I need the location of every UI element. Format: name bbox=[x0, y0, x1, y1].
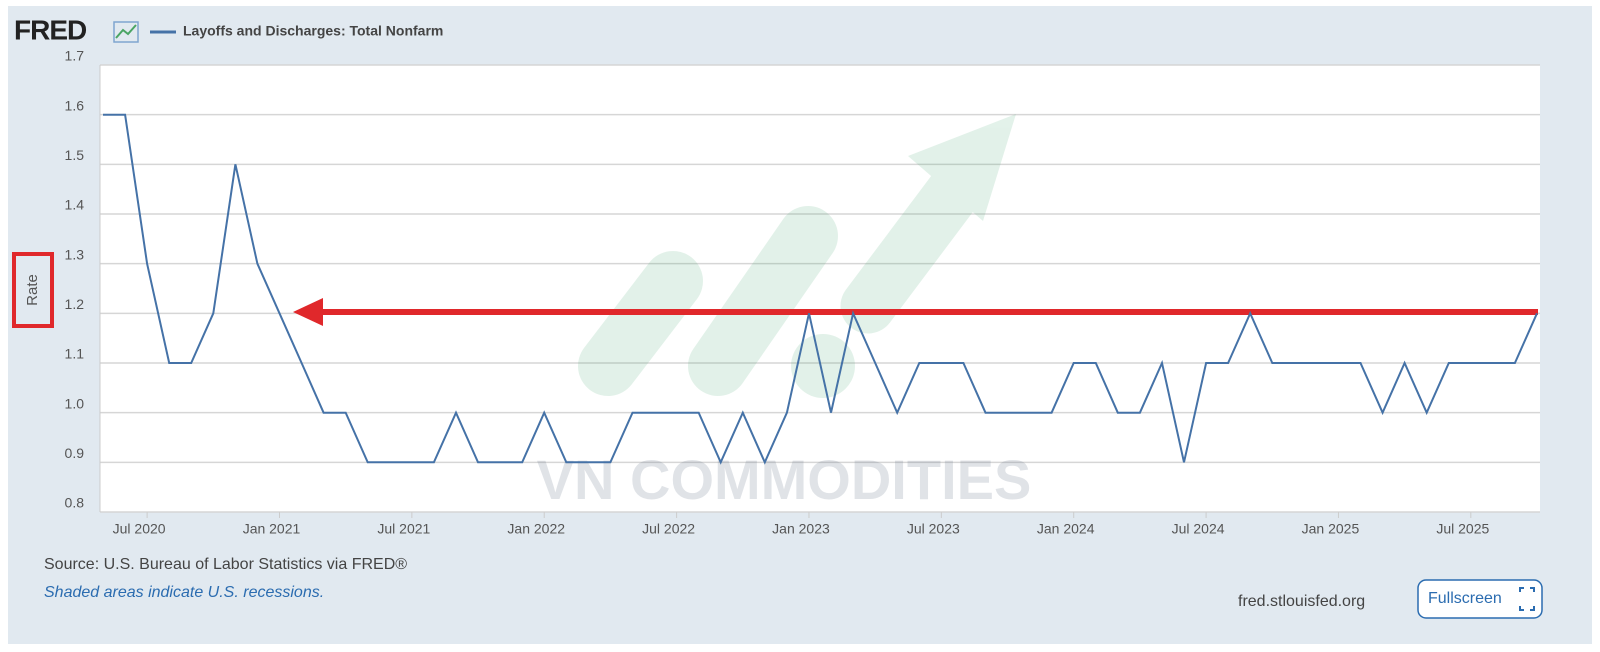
note: Shaded areas indicate U.S. recessions. bbox=[44, 584, 324, 601]
x-tick-label: Jan 2021 bbox=[243, 521, 301, 537]
icon-frame bbox=[113, 21, 139, 43]
y-tick-label: 1.6 bbox=[65, 97, 85, 113]
watermark-dot bbox=[791, 334, 855, 398]
chart: VN COMMODITIES 0.8 0.9 1.0 1.1 1.2 1.3 1.4 1.5 1… bbox=[12, 14, 1543, 619]
x-tick-label: Jan 2024 bbox=[1037, 521, 1095, 537]
series-line bbox=[103, 113, 1538, 465]
site: fred.stlouisfed.org bbox=[1238, 593, 1365, 610]
watermark-logo bbox=[578, 114, 1016, 398]
x-tick-label: Jul 2020 bbox=[113, 521, 166, 537]
y-tick-label: 0.8 bbox=[65, 495, 85, 511]
y-tick-label: 0.9 bbox=[65, 445, 85, 461]
y-tick-label: 1.0 bbox=[65, 395, 85, 411]
brand: FRED bbox=[14, 14, 87, 45]
chart-icon bbox=[113, 21, 139, 43]
series bbox=[103, 113, 1538, 465]
y-tick-label: 1.4 bbox=[65, 197, 85, 213]
y-tick-label: 1.3 bbox=[65, 246, 85, 262]
x-tick-label: Jul 2025 bbox=[1436, 521, 1489, 537]
legend-label: Layoffs and Discharges: Total Nonfarm bbox=[183, 23, 443, 39]
x-tick-label: Jan 2025 bbox=[1302, 521, 1360, 537]
watermark-stroke bbox=[840, 158, 986, 334]
y-tick-label: 1.2 bbox=[65, 296, 85, 312]
label-highlight bbox=[12, 252, 54, 328]
x-tick-label: Jan 2022 bbox=[507, 521, 565, 537]
icon-line bbox=[115, 24, 137, 39]
x-tick-label: Jan 2023 bbox=[772, 521, 830, 537]
fullscreen-button[interactable]: Fullscreen bbox=[1417, 579, 1543, 619]
watermark-text: VN COMMODITIES bbox=[537, 448, 1032, 511]
x-tick-label: Jul 2022 bbox=[642, 521, 695, 537]
button-label[interactable]: Fullscreen bbox=[1428, 590, 1502, 607]
button-icon[interactable] bbox=[1519, 587, 1535, 611]
y-tick-label: 1.5 bbox=[65, 147, 85, 163]
chart-container: VN COMMODITIES 0.8 0.9 1.0 1.1 1.2 1.3 1.4 1.5 1… bbox=[8, 6, 1592, 644]
watermark-stroke bbox=[688, 206, 838, 396]
plot-area bbox=[100, 65, 1540, 512]
ticks: 0.8 0.9 1.0 1.1 1.2 1.3 1.4 1.5 1.6 1.7 Jul 2020 Ja… bbox=[65, 48, 1490, 537]
x-tick-label: Jul 2024 bbox=[1172, 521, 1225, 537]
watermark-arrowhead bbox=[908, 114, 1016, 221]
source: Source: U.S. Bureau of Labor Statistics … bbox=[44, 556, 407, 573]
x-tick-label: Jul 2021 bbox=[377, 521, 430, 537]
y-tick-label: 1.7 bbox=[65, 48, 85, 64]
y-axis-label: Rate bbox=[24, 274, 41, 306]
x-tick-label: Jul 2023 bbox=[907, 521, 960, 537]
annotation-arrowhead bbox=[293, 298, 323, 326]
y-tick-label: 1.1 bbox=[65, 346, 85, 362]
button-frame[interactable] bbox=[1417, 579, 1543, 619]
watermark-stroke bbox=[578, 251, 703, 396]
